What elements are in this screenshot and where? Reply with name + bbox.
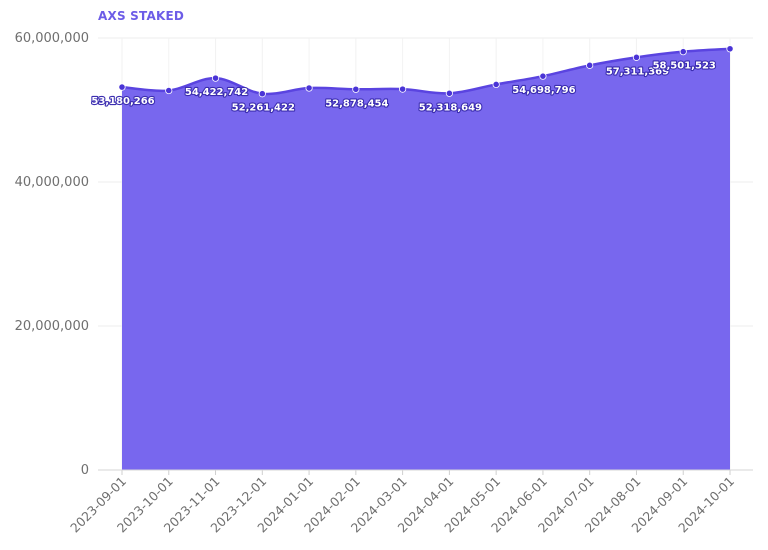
data-label: 53,180,266 bbox=[91, 96, 154, 107]
data-point[interactable] bbox=[305, 84, 313, 92]
data-label: 58,501,523 bbox=[653, 61, 716, 72]
series-markers bbox=[118, 45, 734, 98]
data-point[interactable] bbox=[539, 72, 547, 80]
chart-title: AXS STAKED bbox=[98, 9, 184, 23]
data-label: 52,878,454 bbox=[325, 98, 388, 109]
series-area bbox=[121, 47, 731, 471]
data-point[interactable] bbox=[352, 85, 360, 93]
x-axis: 2023-09-012023-10-012023-11-012023-12-01… bbox=[67, 469, 753, 535]
y-axis: 0 20,000,000 40,000,000 60,000,000 bbox=[15, 31, 89, 478]
data-point[interactable] bbox=[586, 61, 594, 69]
data-point[interactable] bbox=[258, 90, 266, 98]
data-label: 54,698,796 bbox=[512, 85, 575, 96]
data-point[interactable] bbox=[165, 86, 173, 95]
y-tick-label: 0 bbox=[81, 463, 89, 478]
data-label: 52,318,649 bbox=[419, 102, 482, 113]
series-line bbox=[121, 47, 731, 96]
data-point[interactable] bbox=[492, 80, 500, 89]
y-tick-label: 20,000,000 bbox=[15, 319, 89, 334]
data-point[interactable] bbox=[726, 45, 734, 53]
data-point[interactable] bbox=[211, 74, 220, 82]
y-tick-label: 40,000,000 bbox=[15, 175, 89, 190]
data-label: 54,422,742 bbox=[185, 87, 248, 98]
data-label: 52,261,422 bbox=[232, 103, 295, 114]
series-area-fill bbox=[122, 48, 730, 471]
data-point[interactable] bbox=[445, 89, 453, 97]
data-label: 57,311,369 bbox=[606, 66, 669, 77]
data-point[interactable] bbox=[118, 83, 126, 91]
data-labels: 53,180,266 54,422,742 52,261,422 52,878,454… bbox=[90, 60, 717, 115]
data-point[interactable] bbox=[399, 85, 407, 93]
data-point[interactable] bbox=[679, 48, 687, 56]
y-tick-label: 60,000,000 bbox=[15, 31, 89, 46]
data-point[interactable] bbox=[632, 53, 641, 61]
